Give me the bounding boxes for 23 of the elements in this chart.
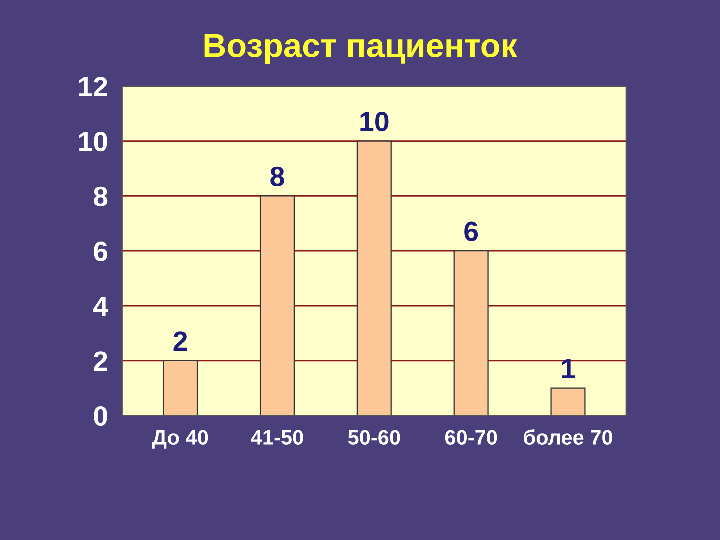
x-tick-label: До 40 [152,430,208,449]
y-tick-label: 2 [94,352,108,371]
x-tick-label: 50-60 [348,430,400,445]
data-label: 2 [174,332,188,351]
y-tick-label: 6 [94,242,108,262]
data-label: 8 [270,166,284,187]
x-tick-label: 41-50 [251,430,304,445]
bar [163,360,198,416]
x-tick-label: 60-70 [445,430,498,445]
data-label: 1 [562,359,576,378]
bar [260,196,295,416]
bar [454,250,489,416]
y-tick-label: 10 [79,132,108,152]
chart-title: Возраст пациенток [204,34,518,64]
y-tick-label: 4 [93,296,108,316]
data-label: 6 [464,222,478,242]
y-tick-label: 12 [79,77,108,96]
y-tick-label: 0 [94,406,108,426]
bar [356,140,392,416]
x-tick-label: более 70 [524,430,612,445]
bar [550,388,586,416]
data-label: 10 [360,112,389,132]
y-tick-label: 8 [94,186,108,207]
